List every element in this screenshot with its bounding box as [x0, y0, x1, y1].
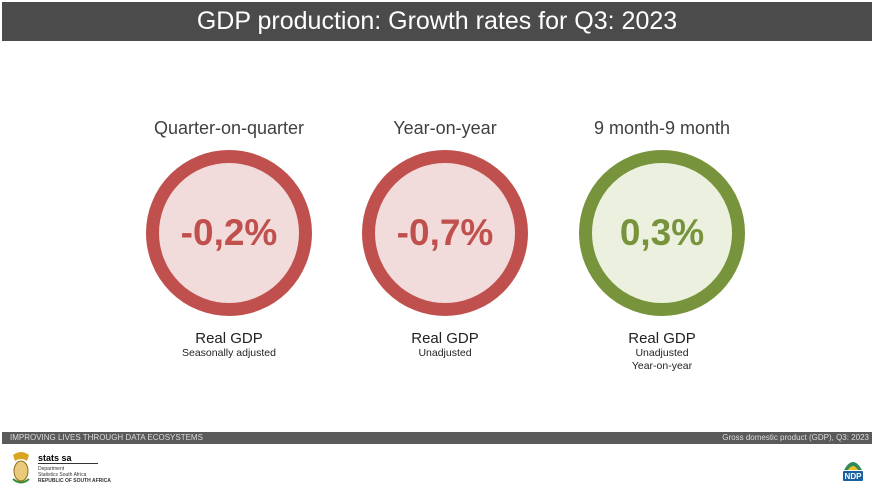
- stat-value-circle: 0,3%: [579, 150, 745, 316]
- stat-year-on-year: Year-on-year -0,7% Real GDP Unadjusted: [335, 118, 555, 360]
- stat-heading: Year-on-year: [393, 118, 497, 138]
- logo-brand: stats sa: [38, 453, 98, 464]
- stat-measure: Real GDP: [195, 330, 263, 347]
- stat-heading: Quarter-on-quarter: [153, 118, 305, 138]
- stat-measure: Real GDP: [411, 330, 479, 347]
- footer-slogan: IMPROVING LIVES THROUGH DATA ECOSYSTEMS: [10, 433, 203, 442]
- stat-value-circle: -0,2%: [146, 150, 312, 316]
- logo-line: Statistics South Africa: [38, 471, 87, 478]
- coat-of-arms-icon: [12, 452, 30, 484]
- footer-caption: Gross domestic product (GDP), Q3: 2023: [722, 433, 869, 442]
- logo-line: Department: [38, 465, 65, 472]
- stat-note: Year-on-year: [631, 360, 693, 372]
- logo-line: REPUBLIC OF SOUTH AFRICA: [38, 477, 111, 484]
- stat-note: Unadjusted: [635, 347, 689, 359]
- stat-9-month: 9 month-9 month 0,3% Real GDP Unadjusted…: [552, 118, 772, 373]
- stat-measure: Real GDP: [628, 330, 696, 347]
- stat-note: Unadjusted: [418, 347, 472, 359]
- stat-value-circle: -0,7%: [362, 150, 528, 316]
- stat-note: Seasonally adjusted: [182, 347, 276, 359]
- footer-bar: IMPROVING LIVES THROUGH DATA ECOSYSTEMS …: [2, 432, 872, 444]
- stat-quarter-on-quarter: Quarter-on-quarter -0,2% Real GDP Season…: [119, 118, 339, 360]
- ndp-logo-icon: NDP: [843, 462, 863, 481]
- stat-heading: 9 month-9 month: [593, 118, 731, 138]
- svg-text:NDP: NDP: [845, 472, 863, 481]
- slide-title: GDP production: Growth rates for Q3: 202…: [2, 2, 872, 41]
- stats-sa-logo: stats sa Department Statistics South Afr…: [10, 451, 111, 485]
